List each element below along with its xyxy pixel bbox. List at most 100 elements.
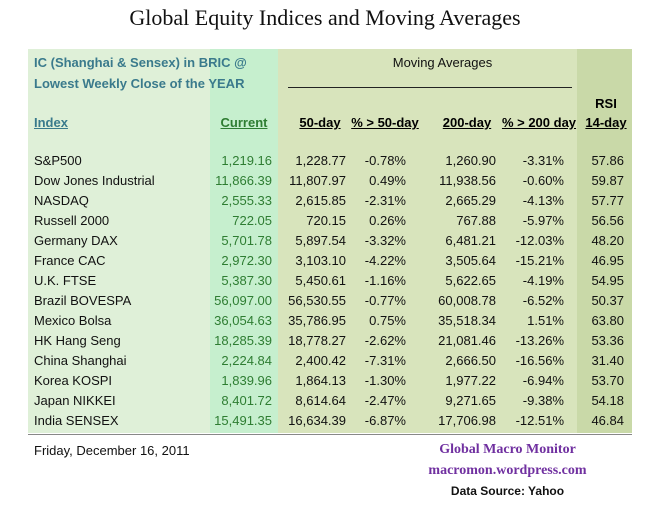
moving-averages-header: Moving Averages xyxy=(392,55,493,70)
cell-rsi: 56.56 xyxy=(591,213,624,228)
cell-pct-200-day: -0.60% xyxy=(522,173,564,188)
table-note-line-2: Lowest Weekly Close of the YEAR xyxy=(34,76,245,91)
cell-pct-200-day: 1.51% xyxy=(527,313,564,328)
rsi-column-bg xyxy=(577,49,632,433)
cell-50-day: 18,778.27 xyxy=(288,333,346,348)
data-source: Data Source: Yahoo xyxy=(450,484,565,498)
rsi-header: RSI xyxy=(595,96,617,111)
cell-index: NASDAQ xyxy=(34,193,89,208)
cell-50-day: 2,615.85 xyxy=(295,193,346,208)
cell-50-day: 16,634.39 xyxy=(288,413,346,428)
column-header-200-day: 200-day xyxy=(442,115,492,130)
footer-site[interactable]: macromon.wordpress.com xyxy=(428,463,587,478)
column-header-current: Current xyxy=(220,115,268,130)
cell-rsi: 48.20 xyxy=(591,233,624,248)
cell-rsi: 63.80 xyxy=(591,313,624,328)
cell-pct-50-day: -1.16% xyxy=(364,273,406,288)
cell-rsi: 59.87 xyxy=(591,173,624,188)
cell-current: 15,491.35 xyxy=(214,413,272,428)
cell-current: 8,401.72 xyxy=(221,393,272,408)
cell-rsi: 31.40 xyxy=(591,353,624,368)
cell-pct-50-day: 0.49% xyxy=(369,173,406,188)
table-note: IC (Shanghai & Sensex) in BRIC @ Lowest … xyxy=(34,52,247,94)
cell-pct-200-day: -9.38% xyxy=(522,393,564,408)
cell-50-day: 11,807.97 xyxy=(289,173,346,188)
column-header-pct-50-day: % > 50-day xyxy=(351,115,419,130)
current-column-bg xyxy=(210,49,278,433)
cell-current: 1,219.16 xyxy=(221,153,272,168)
cell-200-day: 60,008.78 xyxy=(438,293,496,308)
cell-current: 18,285.39 xyxy=(214,333,272,348)
cell-current: 11,866.39 xyxy=(215,173,272,188)
cell-index: Korea KOSPI xyxy=(34,373,113,388)
cell-pct-50-day: 0.75% xyxy=(369,313,406,328)
cell-rsi: 46.95 xyxy=(591,253,624,268)
cell-pct-50-day: -1.30% xyxy=(364,373,406,388)
cell-200-day: 11,938.56 xyxy=(439,173,496,188)
cell-current: 5,387.30 xyxy=(221,273,272,288)
column-header-pct-200-day: % > 200 day xyxy=(501,115,577,130)
cell-200-day: 2,666.50 xyxy=(445,353,496,368)
cell-rsi: 53.70 xyxy=(591,373,624,388)
cell-pct-50-day: -2.62% xyxy=(364,333,406,348)
cell-index: Russell 2000 xyxy=(34,213,110,228)
cell-rsi: 57.86 xyxy=(591,153,624,168)
cell-pct-50-day: -3.32% xyxy=(364,233,406,248)
cell-pct-50-day: -4.22% xyxy=(364,253,406,268)
cell-50-day: 8,614.64 xyxy=(295,393,346,408)
cell-50-day: 720.15 xyxy=(306,213,346,228)
cell-pct-50-day: -2.47% xyxy=(364,393,406,408)
cell-pct-200-day: -6.52% xyxy=(522,293,564,308)
cell-200-day: 6,481.21 xyxy=(445,233,496,248)
cell-200-day: 9,271.65 xyxy=(445,393,496,408)
cell-50-day: 3,103.10 xyxy=(295,253,346,268)
cell-200-day: 35,518.34 xyxy=(438,313,496,328)
cell-200-day: 1,977.22 xyxy=(445,373,496,388)
cell-pct-200-day: -5.97% xyxy=(522,213,564,228)
cell-current: 36,054.63 xyxy=(214,313,272,328)
cell-200-day: 767.88 xyxy=(456,213,496,228)
cell-index: Japan NIKKEI xyxy=(34,393,116,408)
cell-50-day: 5,897.54 xyxy=(295,233,346,248)
cell-pct-50-day: -0.78% xyxy=(364,153,406,168)
cell-current: 2,555.33 xyxy=(221,193,272,208)
cell-pct-50-day: -2.31% xyxy=(364,193,406,208)
cell-index: Mexico Bolsa xyxy=(34,313,112,328)
cell-50-day: 1,228.77 xyxy=(295,153,346,168)
cell-pct-50-day: -6.87% xyxy=(364,413,406,428)
cell-index: Brazil BOVESPA xyxy=(34,293,132,308)
cell-rsi: 54.95 xyxy=(591,273,624,288)
cell-pct-50-day: -0.77% xyxy=(364,293,406,308)
cell-200-day: 5,622.65 xyxy=(445,273,496,288)
cell-200-day: 1,260.90 xyxy=(445,153,496,168)
footer-brand: Global Macro Monitor xyxy=(439,442,576,457)
cell-index: Dow Jones Industrial xyxy=(34,173,155,188)
cell-50-day: 56,530.55 xyxy=(288,293,346,308)
cell-index: Germany DAX xyxy=(34,233,118,248)
page-title: Global Equity Indices and Moving Average… xyxy=(129,5,521,30)
table-bottom-border xyxy=(28,434,632,435)
cell-index: India SENSEX xyxy=(34,413,119,428)
cell-pct-200-day: -4.19% xyxy=(522,273,564,288)
cell-200-day: 21,081.46 xyxy=(438,333,496,348)
cell-200-day: 17,706.98 xyxy=(438,413,496,428)
cell-index: S&P500 xyxy=(34,153,82,168)
cell-rsi: 57.77 xyxy=(591,193,624,208)
cell-pct-200-day: -15.21% xyxy=(515,253,564,268)
cell-50-day: 35,786.95 xyxy=(288,313,346,328)
column-header-rsi-14-day: 14-day xyxy=(585,115,627,130)
cell-rsi: 46.84 xyxy=(591,413,624,428)
cell-50-day: 5,450.61 xyxy=(295,273,346,288)
cell-pct-200-day: -6.94% xyxy=(522,373,564,388)
cell-pct-50-day: 0.26% xyxy=(369,213,406,228)
cell-200-day: 3,505.64 xyxy=(445,253,496,268)
cell-index: France CAC xyxy=(34,253,106,268)
cell-pct-200-day: -16.56% xyxy=(515,353,564,368)
cell-current: 5,701.78 xyxy=(221,233,272,248)
cell-pct-200-day: -12.51% xyxy=(515,413,564,428)
cell-rsi: 50.37 xyxy=(591,293,624,308)
cell-index: HK Hang Seng xyxy=(34,333,121,348)
cell-current: 1,839.96 xyxy=(221,373,272,388)
cell-index: U.K. FTSE xyxy=(34,273,97,288)
right-panel-bg xyxy=(278,49,632,433)
